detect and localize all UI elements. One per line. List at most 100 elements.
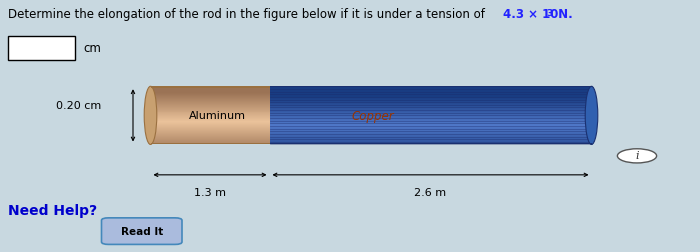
Bar: [150, 91, 270, 93]
Bar: [150, 103, 270, 104]
Bar: [270, 105, 592, 106]
Bar: [270, 87, 592, 88]
Bar: [150, 113, 270, 115]
Bar: [270, 128, 592, 130]
Bar: [150, 100, 270, 101]
Bar: [270, 90, 592, 92]
Bar: [270, 139, 592, 140]
Bar: [270, 117, 592, 119]
Bar: [270, 113, 592, 115]
Bar: [270, 88, 592, 90]
Bar: [270, 110, 592, 111]
Text: Copper: Copper: [351, 109, 394, 122]
Bar: [270, 89, 592, 91]
Bar: [150, 117, 270, 119]
Bar: [150, 112, 270, 114]
Bar: [270, 100, 592, 101]
Circle shape: [617, 149, 657, 163]
Bar: [270, 124, 592, 125]
Bar: [150, 129, 270, 131]
Bar: [270, 118, 592, 120]
Bar: [150, 139, 270, 140]
Bar: [270, 106, 592, 107]
Bar: [150, 89, 270, 91]
Text: 0.20 cm: 0.20 cm: [56, 101, 102, 111]
Bar: [150, 125, 270, 127]
Bar: [150, 135, 270, 136]
Bar: [150, 94, 270, 96]
Bar: [270, 143, 592, 145]
Bar: [150, 132, 270, 133]
Bar: [150, 131, 270, 132]
Bar: [270, 142, 592, 144]
Bar: [270, 116, 592, 118]
Bar: [150, 108, 270, 109]
Bar: [150, 140, 270, 141]
Text: 4.3 × 10: 4.3 × 10: [503, 8, 558, 20]
Bar: [150, 141, 270, 143]
Bar: [270, 94, 592, 96]
Bar: [150, 90, 270, 92]
Bar: [150, 98, 270, 100]
Bar: [270, 126, 592, 128]
Bar: [270, 141, 592, 142]
Bar: [150, 106, 270, 107]
Bar: [150, 93, 270, 95]
Bar: [150, 102, 270, 103]
Bar: [150, 124, 270, 125]
Bar: [270, 144, 592, 145]
Bar: [150, 115, 270, 117]
Bar: [270, 98, 592, 100]
Bar: [8, 37, 75, 60]
Text: 2.6 m: 2.6 m: [414, 188, 447, 198]
Bar: [150, 123, 270, 124]
Bar: [150, 120, 270, 122]
Bar: [150, 107, 270, 108]
Bar: [150, 133, 270, 134]
Text: N.: N.: [554, 8, 573, 20]
Bar: [270, 125, 592, 127]
Bar: [270, 121, 592, 123]
FancyBboxPatch shape: [102, 218, 182, 244]
Bar: [270, 111, 592, 112]
Ellipse shape: [144, 87, 157, 145]
Bar: [150, 99, 270, 101]
Bar: [270, 95, 592, 97]
Bar: [270, 96, 592, 98]
Bar: [150, 104, 270, 105]
Bar: [270, 120, 592, 122]
Bar: [270, 103, 592, 104]
Bar: [150, 128, 270, 130]
Bar: [150, 138, 270, 139]
Bar: [150, 127, 270, 129]
Text: cm: cm: [83, 42, 102, 55]
Bar: [270, 115, 592, 117]
Bar: [270, 87, 592, 89]
Bar: [270, 138, 592, 139]
Bar: [270, 104, 592, 105]
Bar: [270, 134, 592, 135]
Bar: [270, 99, 592, 101]
Bar: [150, 130, 270, 131]
Bar: [270, 112, 592, 114]
Bar: [150, 95, 270, 97]
Bar: [270, 141, 592, 143]
Bar: [150, 121, 270, 123]
Bar: [270, 91, 592, 93]
Bar: [150, 112, 270, 113]
Bar: [150, 101, 270, 102]
Bar: [270, 114, 592, 116]
Bar: [150, 97, 270, 99]
Bar: [150, 86, 270, 88]
Bar: [270, 135, 592, 136]
Bar: [150, 141, 270, 142]
Text: 1.3 m: 1.3 m: [194, 188, 226, 198]
Bar: [150, 96, 270, 98]
Bar: [270, 112, 592, 113]
Bar: [150, 109, 270, 110]
Ellipse shape: [585, 87, 598, 145]
Bar: [270, 127, 592, 129]
Bar: [150, 134, 270, 135]
Bar: [150, 87, 270, 89]
Bar: [270, 109, 592, 110]
